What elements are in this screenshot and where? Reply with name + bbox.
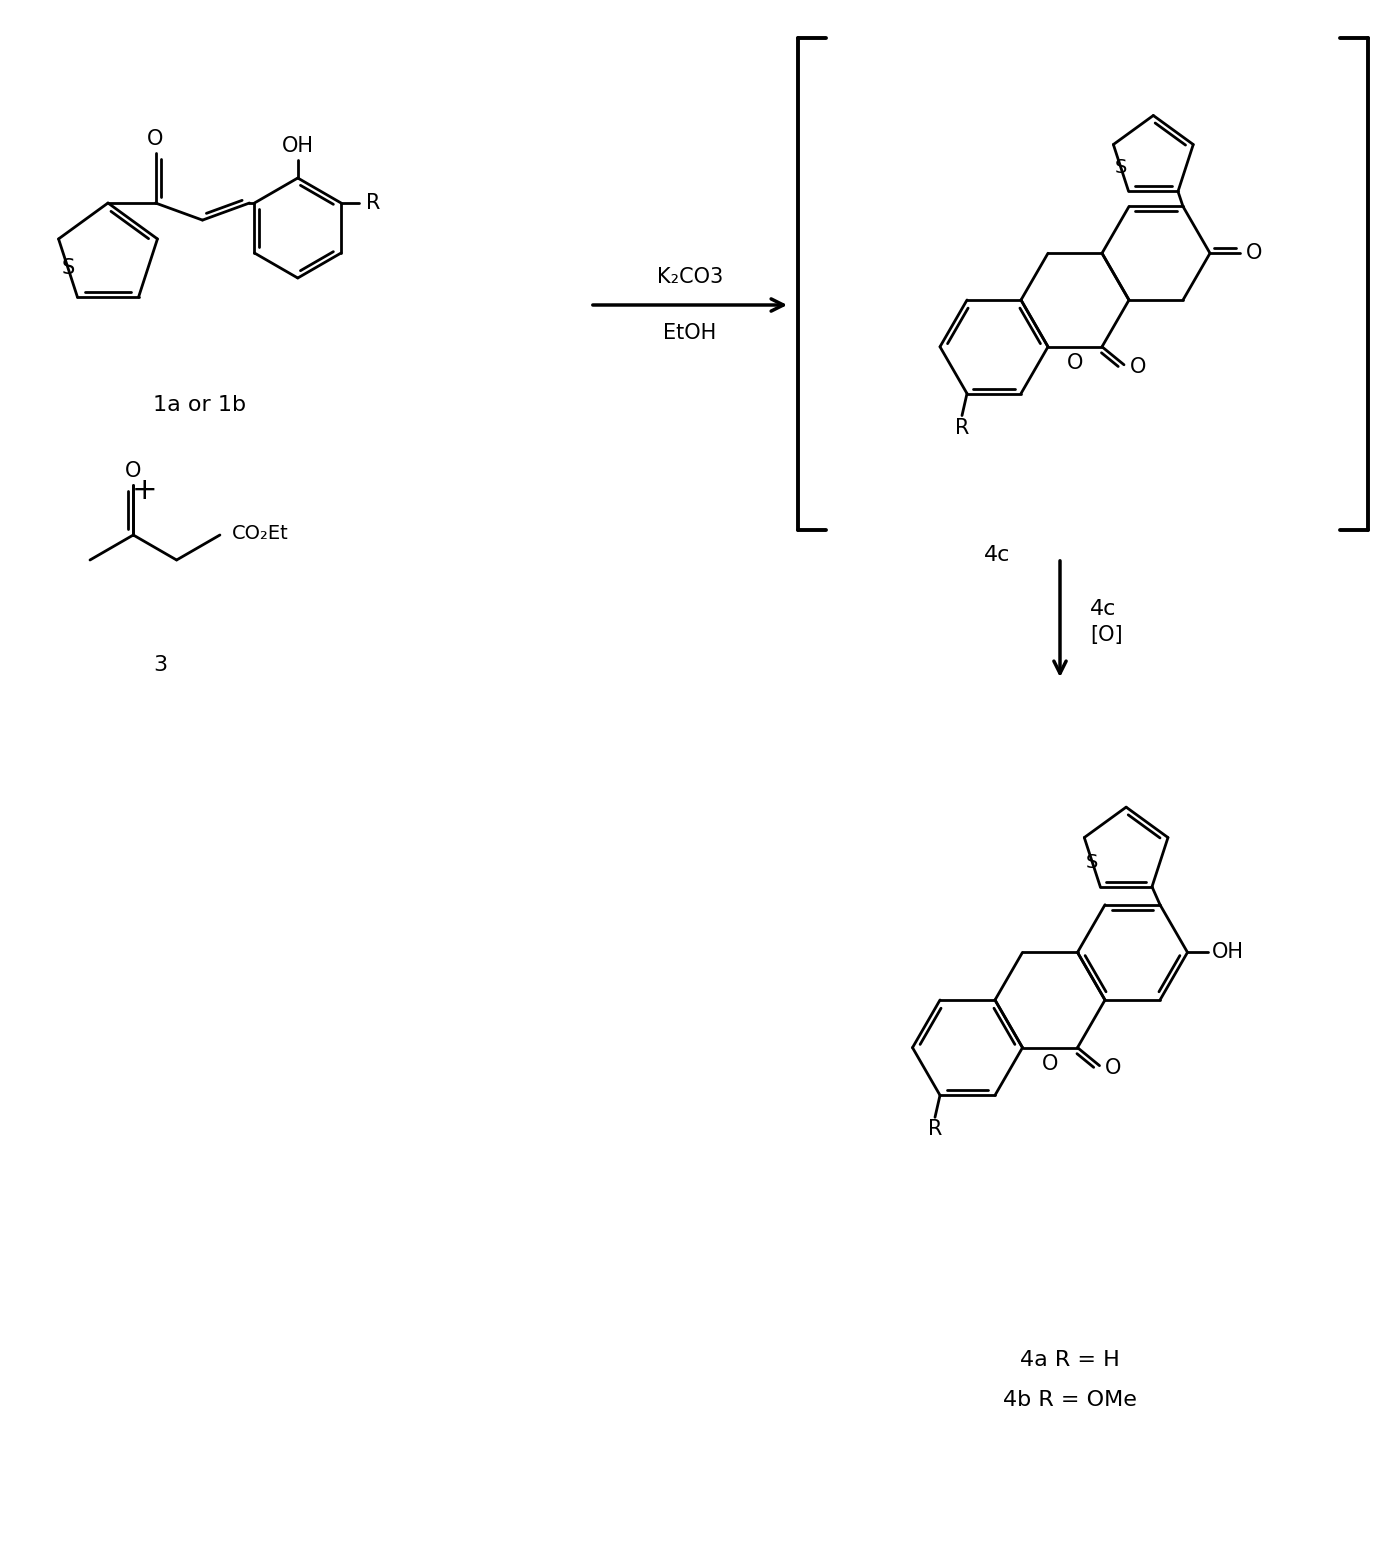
Text: R: R: [955, 418, 969, 437]
Text: O: O: [148, 129, 163, 149]
Text: S: S: [61, 259, 75, 277]
Text: 1a or 1b: 1a or 1b: [153, 395, 247, 415]
Text: 3: 3: [153, 655, 167, 675]
Text: O: O: [125, 462, 141, 482]
Text: S: S: [1086, 852, 1098, 872]
Text: 4c: 4c: [984, 545, 1011, 565]
Text: [O]: [O]: [1090, 624, 1122, 644]
Text: R: R: [365, 194, 381, 214]
Text: O: O: [1066, 353, 1083, 373]
Text: O: O: [1105, 1058, 1122, 1078]
Text: 4b R = OMe: 4b R = OMe: [1004, 1389, 1138, 1410]
Text: EtOH: EtOH: [664, 324, 717, 342]
Text: CO₂Et: CO₂Et: [231, 524, 289, 542]
Text: O: O: [1129, 356, 1146, 376]
Text: 4c: 4c: [1090, 599, 1117, 620]
Text: K₂CO3: K₂CO3: [657, 266, 723, 287]
Text: 4a R = H: 4a R = H: [1020, 1351, 1119, 1369]
Text: R: R: [928, 1120, 942, 1139]
Text: OH: OH: [282, 136, 314, 156]
Text: O: O: [1246, 243, 1262, 263]
Text: +: +: [132, 476, 158, 505]
Text: S: S: [1115, 158, 1128, 178]
Text: OH: OH: [1211, 942, 1243, 962]
Text: O: O: [1041, 1053, 1058, 1073]
